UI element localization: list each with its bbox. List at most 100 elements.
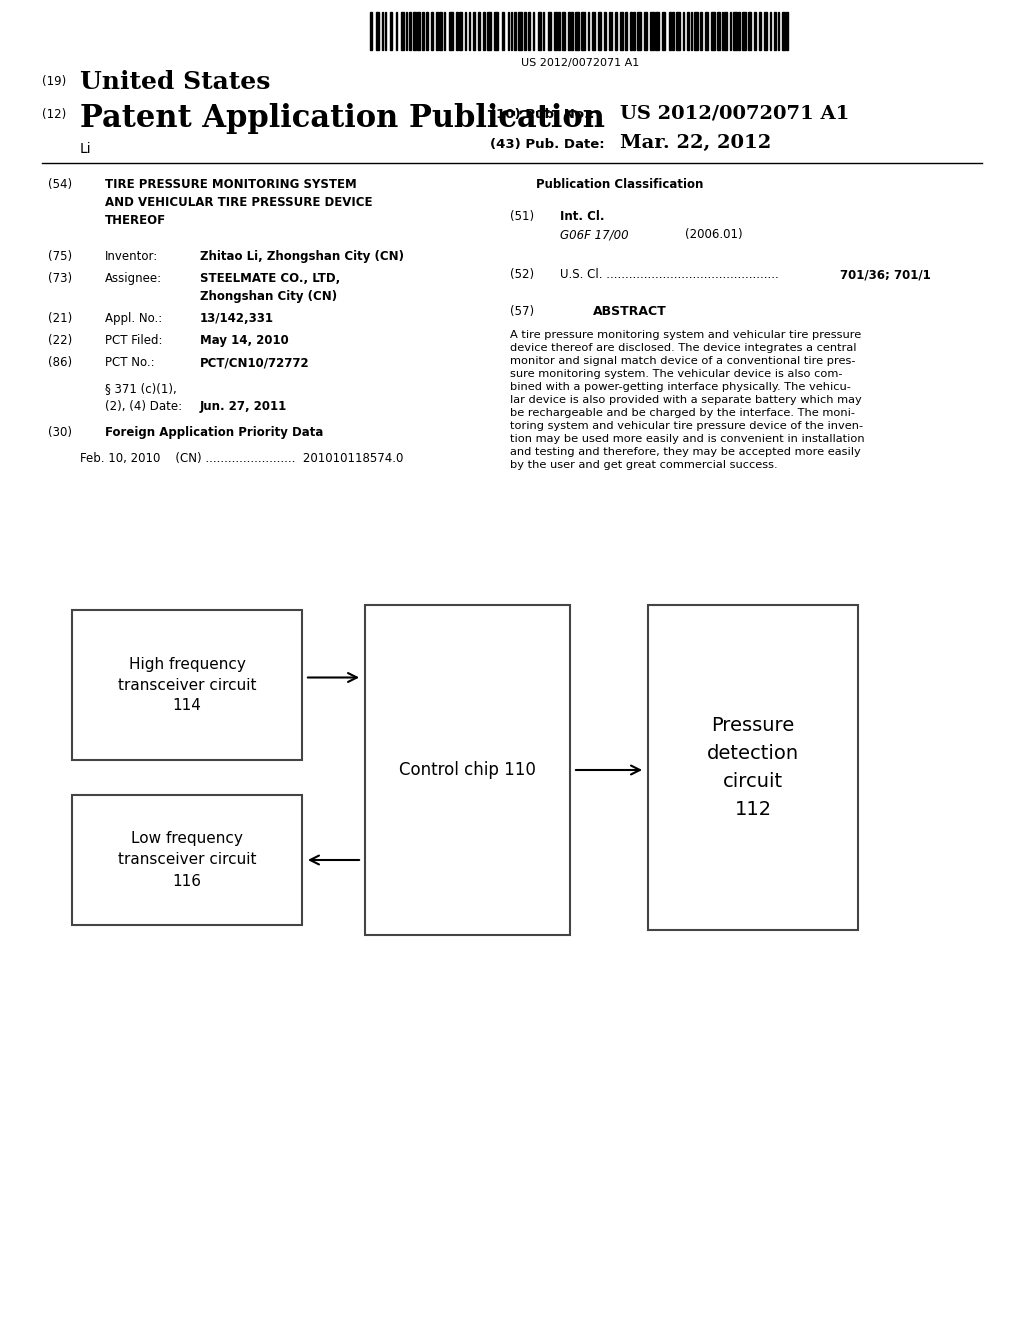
Bar xyxy=(473,12,475,50)
Bar xyxy=(72,795,302,925)
Bar xyxy=(662,12,666,50)
Bar xyxy=(655,12,659,50)
Bar xyxy=(460,12,463,50)
Text: Inventor:: Inventor: xyxy=(105,249,159,263)
Text: Low frequency
transceiver circuit
116: Low frequency transceiver circuit 116 xyxy=(118,832,256,888)
Bar xyxy=(724,12,727,50)
Text: Jun. 27, 2011: Jun. 27, 2011 xyxy=(200,400,288,413)
Bar xyxy=(694,12,697,50)
Bar xyxy=(449,12,453,50)
Bar xyxy=(648,605,858,931)
Text: Appl. No.:: Appl. No.: xyxy=(105,312,162,325)
Bar xyxy=(511,12,512,50)
Bar xyxy=(508,12,510,50)
Text: Pressure
detection
circuit
112: Pressure detection circuit 112 xyxy=(707,715,799,818)
Bar xyxy=(495,12,498,50)
Bar xyxy=(669,12,671,50)
Text: (12): (12) xyxy=(42,108,67,121)
Bar xyxy=(611,12,612,50)
Bar xyxy=(518,12,521,50)
Bar xyxy=(409,12,411,50)
Text: (2006.01): (2006.01) xyxy=(685,228,742,242)
Text: PCT No.:: PCT No.: xyxy=(105,356,155,370)
Text: (43) Pub. Date:: (43) Pub. Date: xyxy=(490,139,604,150)
Bar xyxy=(465,12,466,50)
Bar xyxy=(742,12,746,50)
Bar xyxy=(571,12,573,50)
Bar xyxy=(778,12,779,50)
Bar xyxy=(730,12,731,50)
Bar xyxy=(414,12,416,50)
Text: 13/142,331: 13/142,331 xyxy=(200,312,274,325)
Bar xyxy=(754,12,756,50)
Bar xyxy=(523,12,525,50)
Text: G06F 17/00: G06F 17/00 xyxy=(560,228,629,242)
Text: (10) Pub. No.:: (10) Pub. No.: xyxy=(490,108,595,121)
Bar xyxy=(598,12,601,50)
Text: Foreign Application Priority Data: Foreign Application Priority Data xyxy=(105,426,324,440)
Bar xyxy=(631,12,632,50)
Bar xyxy=(733,12,736,50)
Bar xyxy=(376,12,379,50)
Text: (21): (21) xyxy=(48,312,73,325)
Bar xyxy=(72,610,302,760)
Bar xyxy=(548,12,551,50)
Text: (86): (86) xyxy=(48,356,72,370)
Bar xyxy=(637,12,641,50)
Bar xyxy=(514,12,516,50)
Text: Li: Li xyxy=(80,143,91,156)
Text: (52): (52) xyxy=(510,268,535,281)
Text: STEELMATE CO., LTD,
Zhongshan City (CN): STEELMATE CO., LTD, Zhongshan City (CN) xyxy=(200,272,340,304)
Bar xyxy=(554,12,557,50)
Bar xyxy=(502,12,505,50)
Bar xyxy=(588,12,589,50)
Text: (19): (19) xyxy=(42,75,67,88)
Text: ABSTRACT: ABSTRACT xyxy=(593,305,667,318)
Bar xyxy=(400,12,404,50)
Bar xyxy=(439,12,442,50)
Bar xyxy=(539,12,542,50)
Bar xyxy=(769,12,771,50)
Bar xyxy=(435,12,438,50)
Bar xyxy=(478,12,480,50)
Text: Control chip 110: Control chip 110 xyxy=(399,762,536,779)
Text: (51): (51) xyxy=(510,210,535,223)
Bar xyxy=(764,12,767,50)
Bar xyxy=(562,12,565,50)
Bar xyxy=(738,12,739,50)
Bar xyxy=(687,12,689,50)
Bar xyxy=(390,12,392,50)
Text: (73): (73) xyxy=(48,272,72,285)
Bar xyxy=(431,12,433,50)
Text: May 14, 2010: May 14, 2010 xyxy=(200,334,289,347)
Bar xyxy=(706,12,708,50)
Bar xyxy=(422,12,424,50)
Text: (75): (75) xyxy=(48,249,72,263)
Bar xyxy=(486,12,490,50)
Bar xyxy=(406,12,408,50)
Bar xyxy=(676,12,680,50)
Text: (2), (4) Date:: (2), (4) Date: xyxy=(105,400,182,413)
Bar xyxy=(785,12,788,50)
Text: Assignee:: Assignee: xyxy=(105,272,162,285)
Text: TIRE PRESSURE MONITORING SYSTEM
AND VEHICULAR TIRE PRESSURE DEVICE
THEREOF: TIRE PRESSURE MONITORING SYSTEM AND VEHI… xyxy=(105,178,373,227)
Bar xyxy=(469,12,470,50)
Text: PCT/CN10/72772: PCT/CN10/72772 xyxy=(200,356,309,370)
Bar xyxy=(592,12,595,50)
Bar xyxy=(634,12,635,50)
Text: 701/36; 701/1: 701/36; 701/1 xyxy=(840,268,931,281)
Text: US 2012/0072071 A1: US 2012/0072071 A1 xyxy=(620,104,849,121)
Bar xyxy=(426,12,428,50)
Bar xyxy=(482,12,485,50)
Text: Patent Application Publication: Patent Application Publication xyxy=(80,103,605,135)
Bar xyxy=(532,12,535,50)
Bar xyxy=(385,12,386,50)
Bar xyxy=(717,12,720,50)
Text: (54): (54) xyxy=(48,178,72,191)
Bar xyxy=(418,12,420,50)
Text: Zhitao Li, Zhongshan City (CN): Zhitao Li, Zhongshan City (CN) xyxy=(200,249,404,263)
Text: A tire pressure monitoring system and vehicular tire pressure
device thereof are: A tire pressure monitoring system and ve… xyxy=(510,330,864,470)
Bar xyxy=(615,12,617,50)
Bar xyxy=(672,12,674,50)
Text: U.S. Cl. ..............................................: U.S. Cl. ...............................… xyxy=(560,268,778,281)
